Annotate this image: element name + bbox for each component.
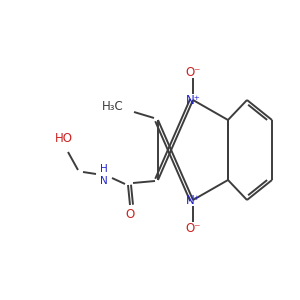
Text: N⁺: N⁺ — [186, 94, 200, 106]
Text: H₃C: H₃C — [102, 100, 124, 112]
Text: O: O — [125, 208, 135, 221]
Text: O⁻: O⁻ — [185, 65, 201, 79]
Text: HO: HO — [55, 131, 73, 145]
Text: H
N: H N — [100, 164, 108, 186]
Text: N⁺: N⁺ — [186, 194, 200, 206]
Text: O⁻: O⁻ — [185, 221, 201, 235]
